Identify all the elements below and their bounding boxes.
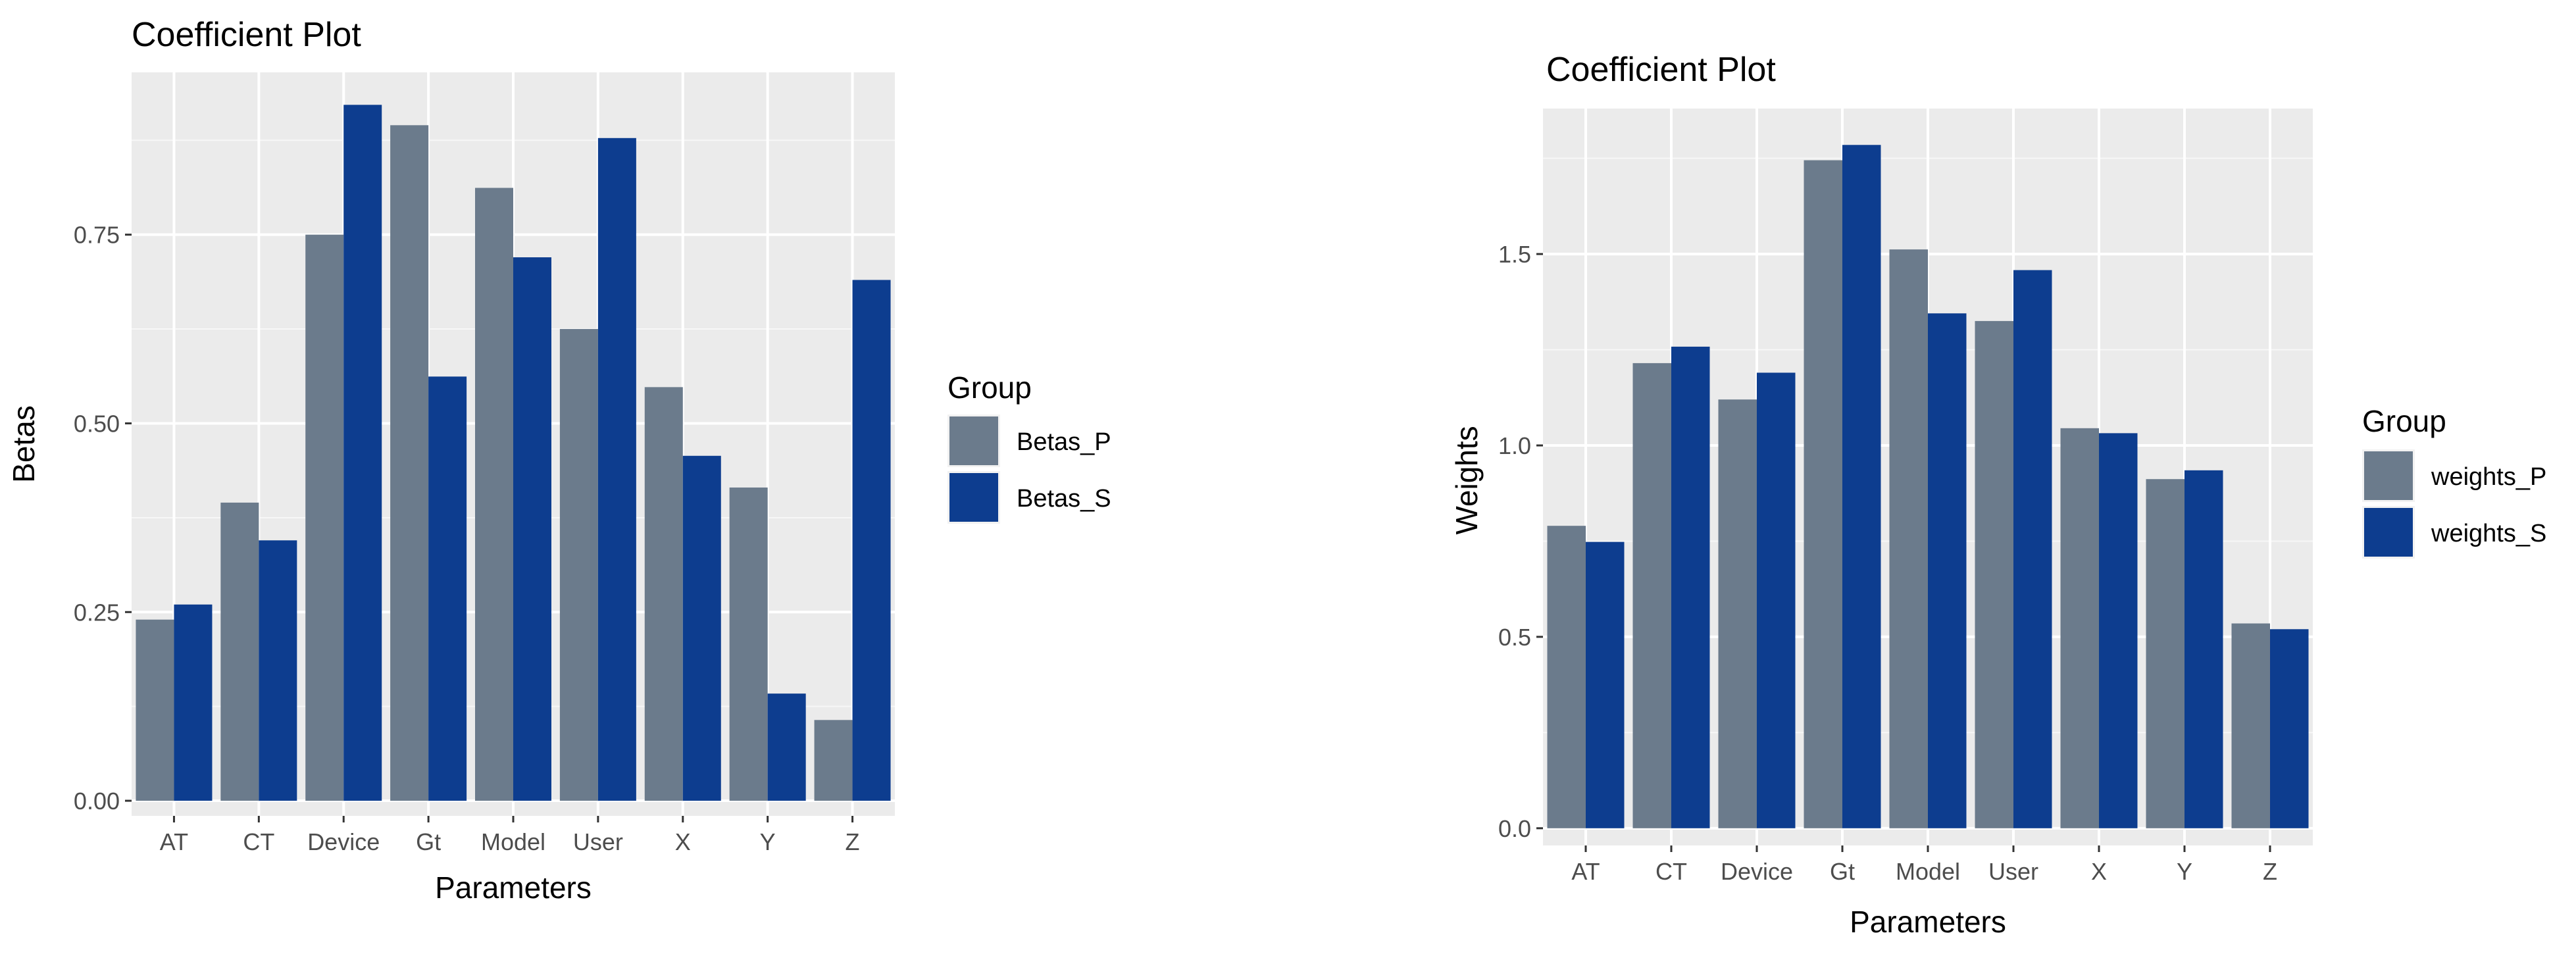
bar-Betas_S-Gt <box>428 376 467 801</box>
bar-Betas_P-Gt <box>390 125 429 801</box>
x-tick-label: Device <box>1721 858 1793 885</box>
bar-Betas_S-CT <box>259 540 297 801</box>
x-tick-label: Model <box>1896 858 1960 885</box>
chart-title: Coefficient Plot <box>1546 51 1776 89</box>
x-tick-label: Z <box>2263 858 2277 885</box>
x-tick-label: Y <box>760 828 776 855</box>
bar-weights_P-Model <box>1889 249 1928 828</box>
x-tick-label: Model <box>481 828 545 855</box>
bar-Betas_S-Model <box>513 257 551 801</box>
bar-weights_P-User <box>1975 320 2013 828</box>
bar-weights_S-Model <box>1928 313 1967 828</box>
bar-Betas_S-Y <box>767 693 806 801</box>
bar-Betas_S-Z <box>852 280 891 801</box>
bar-Betas_P-CT <box>220 502 259 801</box>
bar-weights_P-CT <box>1632 363 1671 828</box>
x-tick-label: Y <box>2177 858 2192 885</box>
bar-weights_P-Gt <box>1804 160 1842 828</box>
legend-title: Group <box>2362 404 2446 438</box>
legend-swatch-Betas_S <box>949 473 998 522</box>
y-tick-label: 0.75 <box>74 222 120 249</box>
x-axis-label: Parameters <box>1850 905 2006 939</box>
x-tick-label: Gt <box>416 828 441 855</box>
bar-weights_S-Gt <box>1842 145 1881 828</box>
chart-2: 0.0 0.5 1.0 1.5 AT CT Device Gt Model User X Y Z Coef… <box>1450 51 2546 939</box>
bar-weights_S-X <box>2099 433 2138 828</box>
y-axis-label: Weights <box>1450 426 1484 534</box>
bar-Betas_P-Z <box>814 720 853 801</box>
x-tick-label: Device <box>307 828 380 855</box>
bar-weights_P-AT <box>1547 526 1586 828</box>
bar-Betas_P-User <box>559 329 598 801</box>
x-tick-label: X <box>2091 858 2107 885</box>
x-tick-label: AT <box>160 828 188 855</box>
x-tick-label: X <box>675 828 691 855</box>
x-tick-label: User <box>573 828 623 855</box>
bar-weights_S-CT <box>1671 346 1710 828</box>
legend-swatch-Betas_P <box>949 416 998 465</box>
y-tick-label: 0.00 <box>74 788 120 815</box>
bar-Betas_P-Device <box>305 234 344 801</box>
y-tick-label: 1.0 <box>1498 432 1531 459</box>
x-tick-label: User <box>1988 858 2038 885</box>
legend-swatch-weights_P <box>2364 451 2413 500</box>
chart-title: Coefficient Plot <box>132 16 361 54</box>
bar-weights_S-Y <box>2185 470 2223 828</box>
bar-weights_P-Device <box>1718 399 1757 828</box>
bar-Betas_P-AT <box>136 619 174 801</box>
legend-swatch-weights_S <box>2364 508 2413 557</box>
bar-weights_P-X <box>2060 428 2099 828</box>
chart-1: 0.00 0.25 0.50 0.75 AT CT Device Gt Model User X Y Z… <box>7 16 1111 905</box>
legend: Group Betas_P Betas_S <box>947 370 1111 524</box>
x-tick-label: Z <box>846 828 860 855</box>
bar-weights_S-User <box>2013 270 2052 828</box>
x-tick-label: CT <box>1655 858 1687 885</box>
y-tick-label: 0.50 <box>74 410 120 437</box>
bar-weights_S-AT <box>1586 541 1625 828</box>
y-tick-label: 0.0 <box>1498 815 1531 842</box>
x-tick-label: Gt <box>1830 858 1855 885</box>
bar-weights_P-Y <box>2146 479 2185 828</box>
x-tick-label: CT <box>243 828 274 855</box>
bar-Betas_S-Device <box>343 105 382 801</box>
y-tick-label: 0.25 <box>74 599 120 626</box>
legend: Group weights_P weights_S <box>2362 404 2546 559</box>
legend-title: Group <box>947 370 1032 405</box>
y-tick-label: 0.5 <box>1498 624 1531 651</box>
bar-Betas_P-X <box>644 387 683 801</box>
legend-label: Betas_S <box>1017 485 1111 513</box>
legend-label: weights_P <box>2431 463 2546 491</box>
legend-label: weights_S <box>2431 520 2546 547</box>
bar-weights_P-Z <box>2231 623 2270 828</box>
y-tick-label: 1.5 <box>1498 241 1531 268</box>
bar-weights_S-Device <box>1757 372 1796 828</box>
bar-Betas_S-X <box>682 455 721 801</box>
bar-Betas_P-Y <box>729 487 768 801</box>
bar-Betas_P-Model <box>475 188 513 801</box>
legend-label: Betas_P <box>1017 428 1111 456</box>
x-axis-label: Parameters <box>435 870 592 905</box>
x-tick-label: AT <box>1571 858 1600 885</box>
y-axis-label: Betas <box>7 405 41 483</box>
bar-Betas_S-User <box>597 138 636 801</box>
bar-Betas_S-AT <box>174 604 213 801</box>
bar-weights_S-Z <box>2270 629 2309 828</box>
